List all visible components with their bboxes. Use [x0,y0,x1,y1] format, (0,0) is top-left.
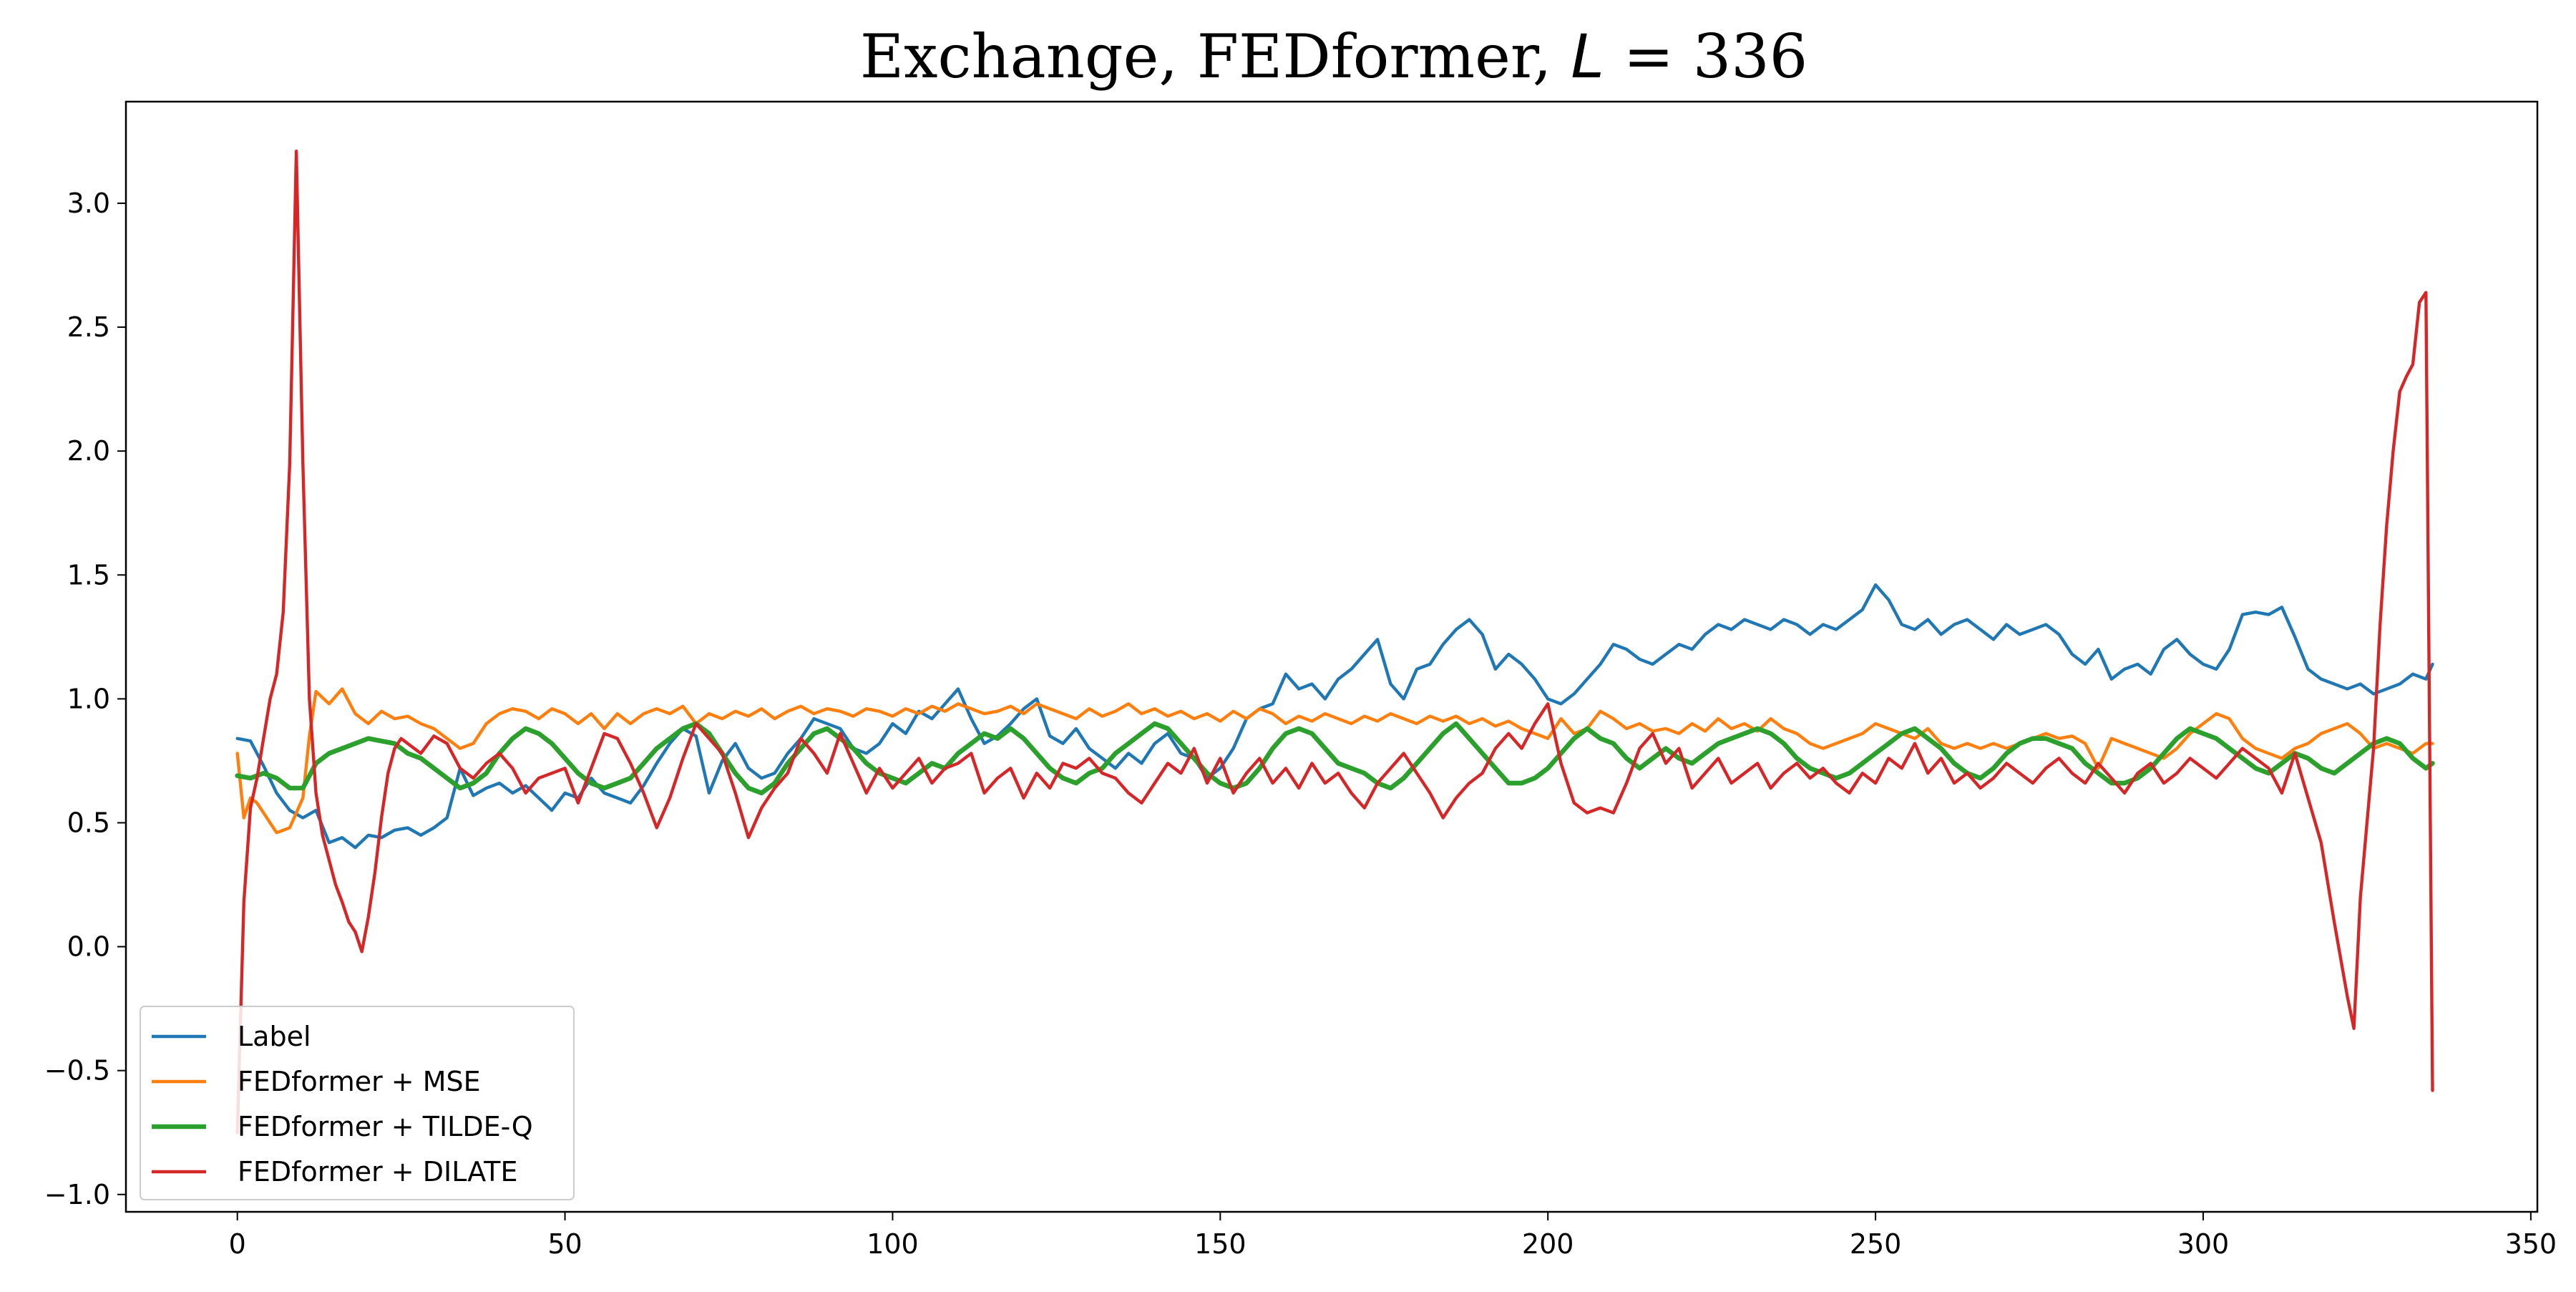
y-tick-label: 2.0 [67,435,110,467]
legend-label: FEDformer + MSE [238,1066,481,1097]
chart-title: Exchange, FEDformer, L = 336 [860,21,1807,92]
chart-title-text: Exchange, FEDformer, [860,21,1571,92]
x-axis: 0 50 100 150 200 250 300 350 [229,1212,2557,1260]
y-tick-label: 2.5 [67,311,110,343]
chart-title-equation: = 336 [1604,21,1807,92]
y-tick-label: −0.5 [44,1055,110,1087]
plot-area [235,150,2435,1135]
y-tick-label: 1.5 [67,559,110,591]
series-line-1 [235,583,2434,850]
legend-label: FEDformer + TILDE-Q [238,1111,533,1142]
x-tick-label: 0 [229,1228,246,1260]
x-tick-label: 250 [1850,1228,1902,1260]
series-line-2 [235,687,2434,835]
legend-label: FEDformer + DILATE [238,1156,518,1187]
y-axis: −1.0 −0.5 0.0 0.5 1.0 1.5 2.0 2.5 3.0 [44,188,126,1210]
x-tick-label: 100 [867,1228,919,1260]
series-line-4 [235,150,2434,1135]
legend-box [140,1006,575,1200]
chart-title-variable: L [1571,21,1604,92]
series-line-3 [235,721,2435,796]
y-tick-label: 0.5 [67,807,110,838]
x-tick-label: 350 [2505,1228,2557,1260]
x-tick-label: 50 [547,1228,582,1260]
y-tick-label: 3.0 [67,188,110,219]
y-tick-label: 0.0 [67,931,110,963]
x-tick-label: 150 [1194,1228,1246,1260]
y-tick-label: −1.0 [44,1179,110,1210]
x-tick-label: 300 [2177,1228,2230,1260]
x-tick-label: 200 [1522,1228,1574,1260]
y-tick-label: 1.0 [67,683,110,714]
legend: Label FEDformer + MSE FEDformer + TILDE-Q F… [140,1006,575,1200]
legend-label: Label [238,1021,311,1052]
plot-frame [125,100,2539,1213]
